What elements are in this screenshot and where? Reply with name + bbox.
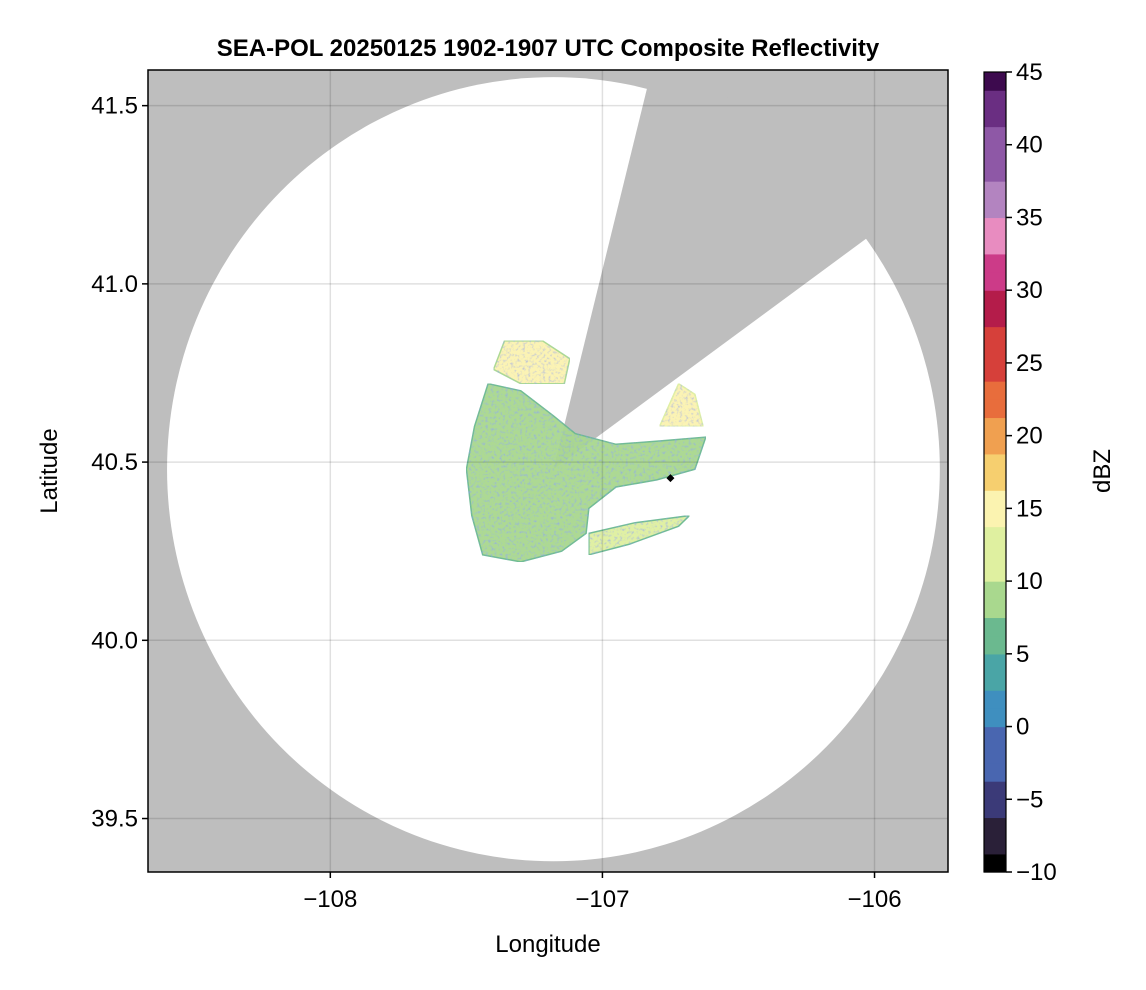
colorbar-tick-label-5: 10 xyxy=(1016,568,1043,595)
colorbar-band xyxy=(984,490,1006,509)
blocked-beam-sector xyxy=(553,70,882,470)
colorbar-band xyxy=(984,399,1006,419)
colorbar-band xyxy=(984,90,1006,109)
colorbar-band xyxy=(984,417,1006,437)
colorbar-band xyxy=(984,344,1006,364)
colorbar-tick-label-4: 5 xyxy=(1016,641,1029,668)
colorbar-band xyxy=(984,108,1006,128)
colorbar-band xyxy=(984,562,1006,582)
colorbar-tick-label-9: 30 xyxy=(1016,277,1043,304)
y-tick-label-4: 41.0 xyxy=(91,271,138,298)
y-axis-ticks: 39.5 40.0 40.5 41.0 41.5 xyxy=(91,93,148,833)
colorbar-band xyxy=(984,72,1006,91)
colorbar-band xyxy=(984,853,1006,873)
colorbar-band xyxy=(984,181,1006,200)
colorbar-band xyxy=(984,799,1006,819)
x-tick-label-2: −107 xyxy=(575,886,629,913)
colorbar-tick-label-3: 0 xyxy=(1016,714,1029,741)
colorbar-tick-label-8: 25 xyxy=(1016,350,1043,377)
echo-region-2 xyxy=(492,340,571,385)
colorbar-band xyxy=(984,762,1006,782)
colorbar-tick-label-6: 15 xyxy=(1016,495,1043,522)
colorbar-band xyxy=(984,781,1006,800)
colorbar-band xyxy=(984,581,1006,600)
colorbar-band xyxy=(984,744,1006,764)
colorbar-tick-label-1: −10 xyxy=(1016,859,1057,886)
colorbar-band xyxy=(984,726,1006,746)
colorbar-band xyxy=(984,544,1006,564)
colorbar-frame xyxy=(983,71,1007,873)
colorbar-band xyxy=(984,144,1006,164)
colorbar-band xyxy=(984,290,1006,309)
colorbar-tick-label-10: 35 xyxy=(1016,204,1043,231)
y-axis-label: Latitude xyxy=(36,428,63,513)
colorbar-band xyxy=(984,508,1006,528)
colorbar-band xyxy=(984,326,1006,346)
x-tick-label-3: −106 xyxy=(847,886,901,913)
x-tick-label-1: −108 xyxy=(303,886,357,913)
colorbar-band xyxy=(984,126,1006,146)
colorbar-band xyxy=(984,653,1006,673)
colorbar-band xyxy=(984,308,1006,328)
colorbar-band xyxy=(984,690,1006,709)
colorbar-band xyxy=(984,617,1006,637)
colorbar-band xyxy=(984,217,1006,237)
colorbar-band xyxy=(984,526,1006,546)
colorbar-band xyxy=(984,381,1006,400)
colorbar-tick-label-7: 20 xyxy=(1016,423,1043,450)
colorbar-band xyxy=(984,472,1006,491)
colorbar-band xyxy=(984,835,1006,855)
colorbar-tick-label-12: 45 xyxy=(1016,59,1043,86)
colorbar-band xyxy=(984,599,1006,619)
echo-region-4 xyxy=(588,514,692,556)
x-axis-label: Longitude xyxy=(495,931,600,958)
y-tick-label-1: 39.5 xyxy=(91,806,138,833)
colorbar-tick-label-11: 40 xyxy=(1016,132,1043,159)
echo-region-1 xyxy=(465,382,707,563)
colorbar-band xyxy=(984,672,1006,691)
colorbar-band xyxy=(984,708,1006,728)
colorbar-band xyxy=(984,253,1006,273)
colorbar-label: dBZ xyxy=(1089,449,1116,493)
colorbar-band xyxy=(984,199,1006,219)
colorbar-band xyxy=(984,635,1006,655)
echo-region-3 xyxy=(658,382,705,428)
plot-area xyxy=(148,70,948,872)
colorbar-band xyxy=(984,162,1006,182)
colorbar-band xyxy=(984,435,1006,455)
y-tick-label-2: 40.0 xyxy=(91,627,138,654)
x-axis-ticks: −108 −107 −106 xyxy=(303,872,902,913)
y-tick-label-5: 41.5 xyxy=(91,93,138,120)
reflectivity-echoes xyxy=(465,340,707,563)
colorbar-band xyxy=(984,453,1006,473)
location-marker xyxy=(666,474,675,483)
y-tick-label-3: 40.5 xyxy=(91,449,138,476)
colorbar xyxy=(983,71,1007,873)
colorbar-band xyxy=(984,272,1006,291)
colorbar-ticks: −10 −5 0 5 10 15 20 25 30 35 40 45 xyxy=(1006,59,1057,886)
colorbar-band xyxy=(984,235,1006,255)
plot-frame xyxy=(147,69,949,873)
chart-title: SEA-POL 20250125 1902-1907 UTC Composite… xyxy=(217,35,880,62)
colorbar-tick-label-2: −5 xyxy=(1016,786,1043,813)
colorbar-band xyxy=(984,362,1006,382)
gridlines xyxy=(148,70,948,872)
colorbar-band xyxy=(984,817,1006,837)
